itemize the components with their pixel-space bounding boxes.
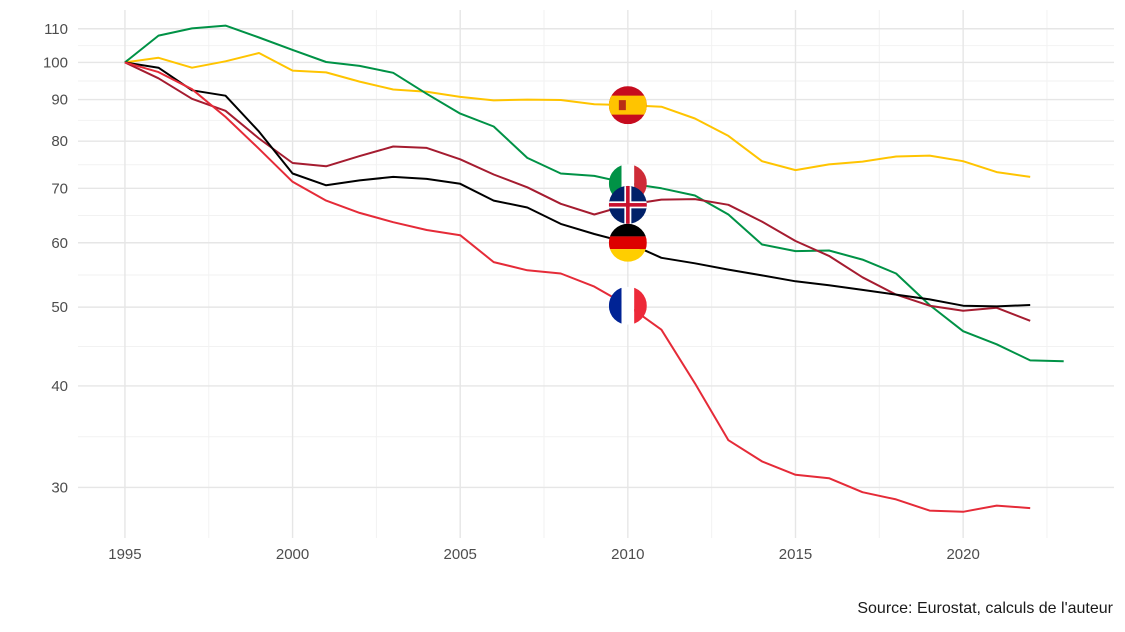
y-tick-label: 60 — [51, 235, 68, 252]
y-axis-tick-labels: 30 40 50 60 70 80 90 100 110 — [43, 21, 68, 497]
y-tick-label: 80 — [51, 133, 68, 150]
y-tick-label: 100 — [43, 54, 68, 71]
france-flag-icon — [608, 286, 647, 325]
major-gridlines — [78, 10, 1114, 538]
spain-flag-icon — [608, 86, 647, 125]
x-axis-tick-labels: 1995 2000 2005 2010 2015 2020 — [108, 546, 980, 563]
x-tick-label: 2000 — [276, 546, 309, 563]
x-tick-label: 2005 — [444, 546, 477, 563]
x-tick-label: 2015 — [779, 546, 812, 563]
y-tick-label: 40 — [51, 378, 68, 395]
series-lines — [124, 24, 1064, 513]
series-line-france — [124, 61, 1031, 513]
x-tick-label: 1995 — [108, 546, 141, 563]
uk-flag-icon — [608, 185, 647, 224]
series-line-spain — [124, 52, 1031, 178]
minor-gridlines — [78, 10, 1114, 538]
germany-flag-icon — [608, 223, 647, 262]
y-tick-label: 50 — [51, 299, 68, 316]
x-tick-label: 2010 — [611, 546, 644, 563]
series-line-uk — [124, 61, 1031, 322]
y-tick-label: 110 — [44, 21, 68, 38]
flag-markers — [608, 86, 647, 325]
y-tick-label: 30 — [51, 479, 68, 496]
series-line-germany — [124, 61, 1031, 308]
y-tick-label: 70 — [51, 180, 68, 197]
y-tick-label: 90 — [51, 92, 68, 109]
x-tick-label: 2020 — [946, 546, 979, 563]
series-line-italy — [124, 24, 1064, 363]
source-caption: Source: Eurostat, calculs de l'auteur — [857, 600, 1113, 617]
